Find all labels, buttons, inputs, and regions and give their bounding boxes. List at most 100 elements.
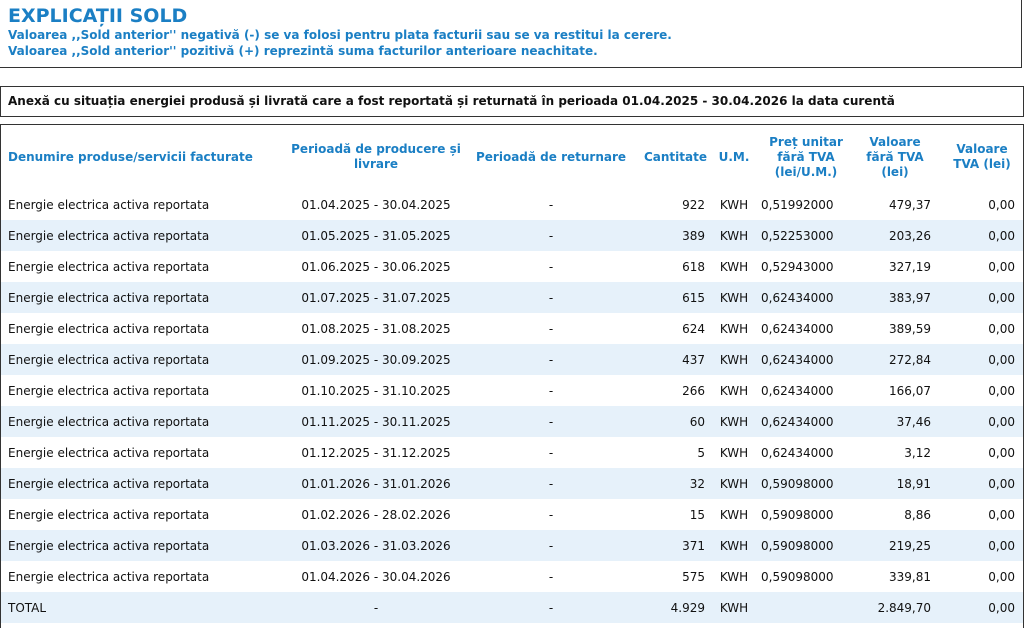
header-um: U.M. xyxy=(718,149,750,164)
cell-pret: 0,62434000 xyxy=(761,321,834,336)
cell-cantitate: 615 xyxy=(631,282,713,313)
cell-tva: 0,00 xyxy=(945,406,1023,437)
cell-pret: 0,52943000 xyxy=(761,259,834,274)
table-row: Energie electrica activa reportata 01.10.… xyxy=(1,375,1023,406)
sold-title: EXPLICAȚII SOLD xyxy=(8,5,188,27)
cell-returnare: - xyxy=(471,530,631,561)
cell-um: KWH xyxy=(719,383,749,398)
total-cell-pret xyxy=(755,592,855,623)
cell-um: KWH xyxy=(713,220,755,251)
cell-denumire: Energie electrica activa reportata xyxy=(1,406,281,437)
table-row: Energie electrica activa reportata 01.04.… xyxy=(1,561,1023,592)
total-cell-um: KWH xyxy=(713,592,755,623)
cell-perioada: 01.09.2025 - 30.09.2025 xyxy=(281,344,471,375)
cell-pret: 0,62434000 xyxy=(755,406,855,437)
cell-perioada: 01.06.2025 - 30.06.2025 xyxy=(301,259,451,274)
cell-um: KWH xyxy=(719,445,749,460)
total-cell-cantitate: 4.929 xyxy=(631,592,713,623)
cell-returnare: - xyxy=(471,220,631,251)
cell-returnare: - xyxy=(471,282,631,313)
cell-valoare: 383,97 xyxy=(855,282,945,313)
cell-returnare: - xyxy=(548,445,554,460)
cell-cantitate: 389 xyxy=(631,220,713,251)
cell-perioada: 01.03.2026 - 31.03.2026 xyxy=(281,530,471,561)
cell-cantitate: 32 xyxy=(631,468,713,499)
table-header-row: Denumire produse/servicii facturate Peri… xyxy=(1,125,1023,189)
total-cell-tva: 0,00 xyxy=(945,592,1023,623)
cell-perioada: 01.10.2025 - 31.10.2025 xyxy=(301,383,451,398)
cell-cantitate: 575 xyxy=(682,569,705,584)
cell-cantitate: 618 xyxy=(682,259,705,274)
header-pret: Preț unitar fără TVA (lei/U.M.) xyxy=(769,134,843,179)
cell-denumire: Energie electrica activa reportata xyxy=(8,507,210,522)
cell-valoare: 339,81 xyxy=(889,569,931,584)
cell-um: KWH xyxy=(713,282,755,313)
cell-tva: 0,00 xyxy=(988,197,1015,212)
cell-tva: 0,00 xyxy=(945,282,1023,313)
cell-denumire: Energie electrica activa reportata xyxy=(8,197,210,212)
cell-valoare: 479,37 xyxy=(889,197,931,212)
cell-tva: 0,00 xyxy=(945,344,1023,375)
cell-returnare: - xyxy=(548,507,554,522)
cell-pret: 0,52253000 xyxy=(755,220,855,251)
annex-heading: Anexă cu situația energiei produsă și li… xyxy=(0,86,1024,117)
cell-pret: 0,59098000 xyxy=(761,569,834,584)
header-perioada-returnare: Perioadă de returnare xyxy=(475,149,627,164)
header-valoare: Valoare fără TVA (lei) xyxy=(866,134,924,179)
cell-denumire: Energie electrica activa reportata xyxy=(8,445,210,460)
energy-table-container: Denumire produse/servicii facturate Peri… xyxy=(0,124,1024,628)
cell-um: KWH xyxy=(719,507,749,522)
sold-explanation-positive: Valoarea ,,Sold anterior'' pozitivă (+) … xyxy=(8,44,598,58)
energy-table: Denumire produse/servicii facturate Peri… xyxy=(1,125,1023,623)
cell-um: KWH xyxy=(713,406,755,437)
table-row: Energie electrica activa reportata 01.04.… xyxy=(1,189,1023,220)
table-row: Energie electrica activa reportata 01.07.… xyxy=(1,282,1023,313)
cell-pret: 0,59098000 xyxy=(761,507,834,522)
cell-pret: 0,59098000 xyxy=(755,530,855,561)
table-body: Energie electrica activa reportata 01.04.… xyxy=(1,189,1023,623)
header-perioada-productie: Perioadă de producere și livrare xyxy=(291,142,461,171)
cell-returnare: - xyxy=(548,383,554,398)
cell-perioada: 01.05.2025 - 31.05.2025 xyxy=(281,220,471,251)
header-cantitate: Cantitate xyxy=(643,149,707,164)
total-cell-perioada: - xyxy=(281,592,471,623)
cell-cantitate: 60 xyxy=(631,406,713,437)
cell-returnare: - xyxy=(471,344,631,375)
table-row: Energie electrica activa reportata 01.05.… xyxy=(1,220,1023,251)
table-row: Energie electrica activa reportata 01.02.… xyxy=(1,499,1023,530)
cell-perioada: 01.04.2025 - 30.04.2025 xyxy=(301,197,451,212)
cell-returnare: - xyxy=(548,569,554,584)
cell-denumire: Energie electrica activa reportata xyxy=(8,259,210,274)
cell-tva: 0,00 xyxy=(945,530,1023,561)
cell-denumire: Energie electrica activa reportata xyxy=(8,383,210,398)
cell-pret: 0,62434000 xyxy=(761,445,834,460)
cell-cantitate: 5 xyxy=(697,445,705,460)
cell-valoare: 272,84 xyxy=(855,344,945,375)
cell-perioada: 01.08.2025 - 31.08.2025 xyxy=(301,321,451,336)
cell-perioada: 01.07.2025 - 31.07.2025 xyxy=(281,282,471,313)
cell-tva: 0,00 xyxy=(988,569,1015,584)
cell-valoare: 3,12 xyxy=(904,445,931,460)
cell-pret: 0,62434000 xyxy=(755,344,855,375)
cell-valoare: 37,46 xyxy=(855,406,945,437)
cell-pret: 0,62434000 xyxy=(755,282,855,313)
cell-cantitate: 624 xyxy=(682,321,705,336)
cell-returnare: - xyxy=(548,321,554,336)
cell-um: KWH xyxy=(719,321,749,336)
sold-explanation-negative: Valoarea ,,Sold anterior'' negativă (-) … xyxy=(8,28,672,42)
cell-um: KWH xyxy=(713,468,755,499)
table-row: Energie electrica activa reportata 01.06.… xyxy=(1,251,1023,282)
total-cell-valoare: 2.849,70 xyxy=(855,592,945,623)
cell-denumire: Energie electrica activa reportata xyxy=(8,569,210,584)
cell-perioada: 01.02.2026 - 28.02.2026 xyxy=(301,507,451,522)
total-row: TOTAL - -4.929 KWH 2.849,70 0,00 xyxy=(1,592,1023,623)
cell-cantitate: 266 xyxy=(682,383,705,398)
cell-valoare: 18,91 xyxy=(855,468,945,499)
table-row: Energie electrica activa reportata 01.12.… xyxy=(1,437,1023,468)
cell-um: KWH xyxy=(713,344,755,375)
cell-denumire: Energie electrica activa reportata xyxy=(8,321,210,336)
cell-pret: 0,59098000 xyxy=(755,468,855,499)
cell-denumire: Energie electrica activa reportata xyxy=(1,220,281,251)
table-row: Energie electrica activa reportata 01.09.… xyxy=(1,344,1023,375)
cell-valoare: 219,25 xyxy=(855,530,945,561)
